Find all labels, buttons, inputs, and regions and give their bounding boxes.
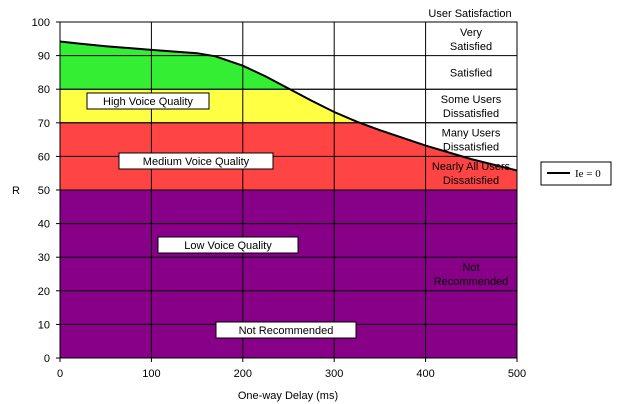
satisfaction-label: Dissatisfied bbox=[443, 142, 499, 154]
band-label-box bbox=[118, 152, 274, 170]
band-label: Medium Voice Quality bbox=[143, 156, 250, 168]
band-label-box bbox=[86, 92, 210, 110]
satisfaction-label: Satisfied bbox=[450, 41, 492, 53]
x-tick-label: 400 bbox=[416, 368, 434, 380]
band-high-voice-quality bbox=[60, 41, 289, 90]
y-tick-label: 20 bbox=[38, 286, 50, 298]
band-label: Not Recommended bbox=[239, 325, 334, 337]
y-tick-label: 90 bbox=[38, 51, 50, 63]
satisfaction-label: Many Users bbox=[442, 128, 501, 140]
satisfaction-label: Very bbox=[460, 27, 483, 39]
y-tick-label: 70 bbox=[38, 118, 50, 130]
x-tick-label: 0 bbox=[57, 368, 63, 380]
band-label-box bbox=[215, 321, 357, 339]
satisfaction-label: Not bbox=[462, 262, 479, 274]
x-axis-label: One-way Delay (ms) bbox=[238, 390, 338, 402]
series-ie-0 bbox=[59, 40, 518, 172]
y-tick-label: 80 bbox=[38, 84, 50, 96]
y-tick-label: 10 bbox=[38, 319, 50, 331]
y-tick-label: 40 bbox=[38, 219, 50, 231]
y-tick-label: 30 bbox=[38, 252, 50, 264]
satisfaction-label: Recommended bbox=[434, 276, 509, 288]
legend-label: Ie = 0 bbox=[575, 168, 601, 180]
band-label-box bbox=[157, 236, 299, 254]
y-tick-label: 50 bbox=[38, 185, 50, 197]
satisfaction-label: Some Users bbox=[441, 94, 502, 106]
y-tick-label: 0 bbox=[44, 353, 50, 365]
x-tick-label: 300 bbox=[325, 368, 343, 380]
band-label: High Voice Quality bbox=[103, 96, 193, 108]
chart-title: User Satisfaction bbox=[428, 8, 511, 20]
band-not-recommended bbox=[60, 190, 517, 358]
axes: 0 100 200 300 400 500 0 10 20 30 40 50 60 70 80 90 100 bbox=[32, 17, 527, 380]
satisfaction-label: Dissatisfied bbox=[443, 108, 499, 120]
band-labels: High Voice Quality Medium Voice Quality Lo… bbox=[86, 92, 357, 339]
x-tick-label: 200 bbox=[234, 368, 252, 380]
y-tick-label: 60 bbox=[38, 151, 50, 163]
y-axis-label: R bbox=[12, 185, 20, 197]
x-tick-label: 500 bbox=[508, 368, 526, 380]
satisfaction-label: Nearly All Users bbox=[432, 161, 511, 173]
satisfaction-label: Dissatisfied bbox=[443, 175, 499, 187]
band-label: Low Voice Quality bbox=[184, 240, 272, 252]
satisfaction-label: Satisfied bbox=[450, 67, 492, 79]
legend: Ie = 0 bbox=[540, 161, 612, 186]
x-tick-label: 100 bbox=[142, 368, 160, 380]
legend-box bbox=[540, 161, 612, 186]
y-tick-label: 100 bbox=[32, 17, 50, 29]
series-lines bbox=[59, 40, 518, 172]
satisfaction-labels: Very Satisfied Satisfied Some Users Dissatis… bbox=[432, 27, 511, 288]
